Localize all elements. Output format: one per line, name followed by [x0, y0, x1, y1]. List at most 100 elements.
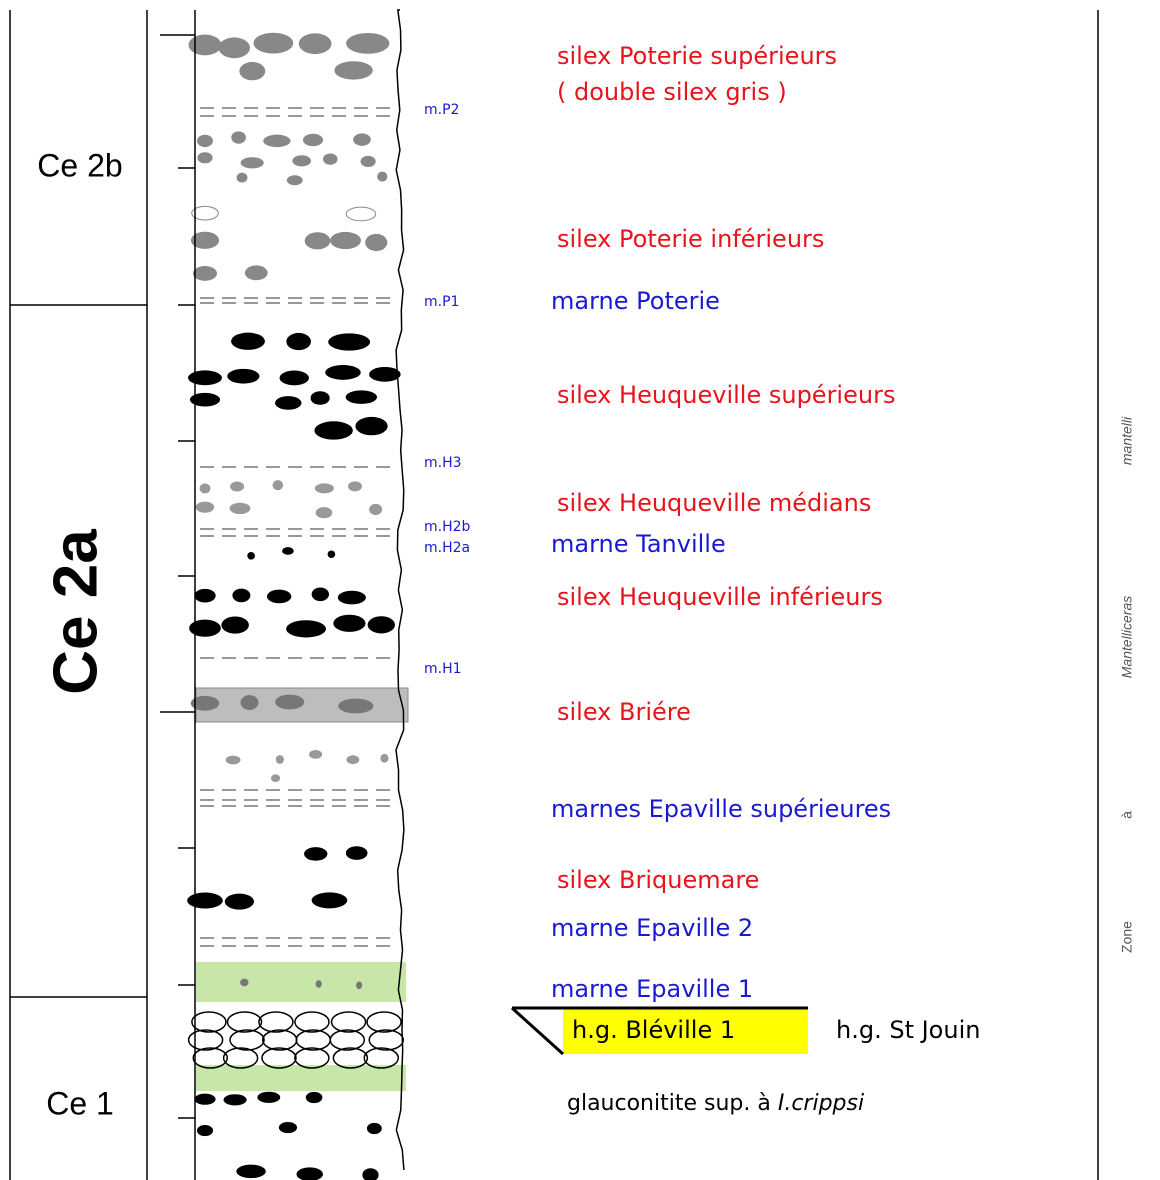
flint-nodule	[316, 507, 333, 518]
layer-label: marne Epaville 1	[551, 975, 753, 1003]
flint-nodule	[227, 369, 259, 384]
flint-nodule	[362, 1168, 378, 1180]
flint-nodule	[314, 421, 352, 439]
flint-nodule	[240, 979, 248, 987]
layer-label: silex Poterie supérieurs	[557, 42, 837, 70]
flint-nodule	[275, 396, 302, 410]
flint-nodule	[232, 589, 250, 603]
flint-nodule	[348, 481, 362, 491]
flint-nodule	[333, 615, 365, 632]
unit-label: Ce 1	[46, 1085, 114, 1121]
flint-nodule	[309, 750, 322, 759]
flint-nodule	[253, 33, 293, 54]
zone-label: Mantelliceras	[1119, 596, 1135, 678]
glauconite-band	[196, 1065, 406, 1091]
text: glauconitite sup. à	[567, 1091, 771, 1116]
flint-nodule	[276, 755, 284, 764]
layer-label: silex Heuqueville supérieurs	[557, 381, 895, 409]
species: I.crippsi	[778, 1091, 864, 1116]
flint-nodule	[263, 135, 290, 147]
flint-nodule	[247, 552, 255, 560]
horizon-label: h.g. Bléville 1	[572, 1016, 735, 1044]
flint-nodule	[356, 981, 362, 989]
flint-nodule	[197, 135, 213, 147]
flint-nodule	[275, 695, 304, 710]
flint-nodule	[231, 131, 246, 143]
hardground-pebble	[295, 1012, 329, 1032]
flint-nodule	[226, 756, 241, 765]
marker-label: m.P2	[424, 102, 459, 118]
flint-nodule	[197, 152, 212, 163]
flint-nodule	[257, 1092, 280, 1103]
hardground-pebble	[230, 1030, 264, 1050]
layer-label: silex Heuqueville inférieurs	[557, 583, 883, 611]
flint-nodule	[305, 232, 331, 249]
flint-nodule	[367, 1123, 382, 1134]
flint-nodule	[368, 616, 395, 633]
hardground-pebble	[189, 1030, 223, 1050]
flint-nodule	[219, 37, 250, 58]
flint-nodule	[330, 232, 361, 249]
glauconitite-label: glauconitite sup. à I.crippsi	[567, 1091, 864, 1116]
flint-nodule	[194, 1094, 215, 1105]
horizon-label: h.g. St Jouin	[836, 1016, 980, 1044]
marker-label: m.P1	[424, 294, 459, 310]
flint-nodule	[346, 390, 377, 404]
layer-label: silex Poterie inférieurs	[557, 225, 824, 253]
flint-nodule	[369, 367, 401, 382]
flint-nodule	[346, 846, 368, 860]
flint-nodule	[369, 504, 382, 515]
flint-nodule	[200, 483, 211, 493]
flint-nodule	[194, 589, 215, 603]
flint-nodule	[315, 483, 334, 493]
flint-nodule	[237, 173, 248, 183]
layer-label: silex Briére	[557, 698, 691, 726]
flint-nodule	[230, 482, 244, 492]
flint-nodule	[328, 333, 370, 350]
flint-nodule	[338, 591, 366, 605]
flint-nodule	[273, 480, 284, 490]
flint-nodule	[303, 134, 323, 146]
flint-nodule	[187, 893, 223, 909]
flint-nodule	[231, 333, 265, 350]
flint-nodule	[280, 371, 309, 386]
flint-nodule	[312, 892, 348, 908]
flint-nodule	[286, 620, 326, 637]
flint-nodule	[224, 1094, 247, 1105]
flint-nodule	[334, 61, 372, 79]
hardground-pebble	[367, 1012, 401, 1032]
flint-nodule	[325, 365, 361, 380]
unit-label: Ce 2a	[41, 529, 110, 695]
marker-label: m.H3	[424, 455, 462, 471]
flint-nodule	[197, 1125, 213, 1136]
flint-nodule	[316, 980, 322, 988]
flint-nodule	[193, 266, 217, 281]
hardground-pebble	[263, 1030, 297, 1050]
flint-nodule	[241, 695, 259, 710]
hardground-pebble	[227, 1012, 261, 1032]
flint-nodule	[365, 234, 387, 251]
flint-nodule	[346, 755, 359, 764]
flint-nodule	[338, 699, 373, 714]
flint-nodule	[189, 35, 222, 56]
layer-label: marne Tanville	[551, 530, 726, 558]
hardground-pebble	[192, 1012, 226, 1032]
flint-nodule	[328, 550, 336, 558]
layer-label: marne Epaville 2	[551, 914, 753, 942]
flint-nodule	[346, 33, 389, 54]
flint-nodule	[267, 590, 291, 604]
unit-column	[10, 10, 1098, 1180]
hardground-pebble	[369, 1030, 403, 1050]
flint-nodule	[189, 620, 221, 637]
stratigraphic-log: Ce 2b Ce 2a Ce 1 m.P2 m.P1 m.H3 m.H2b m.…	[0, 0, 1160, 1180]
layer-label: silex Heuqueville médians	[557, 489, 871, 517]
hardground-pebble	[332, 1012, 366, 1032]
flint-nodule	[296, 1167, 322, 1180]
flint-nodule	[236, 1165, 265, 1179]
flint-nodule	[361, 156, 376, 167]
hardground-pebble	[296, 1030, 330, 1050]
flint-nodule	[239, 62, 265, 80]
flint-nodule	[292, 155, 311, 166]
marker-label: m.H1	[424, 661, 462, 677]
flint-nodule	[355, 417, 387, 435]
